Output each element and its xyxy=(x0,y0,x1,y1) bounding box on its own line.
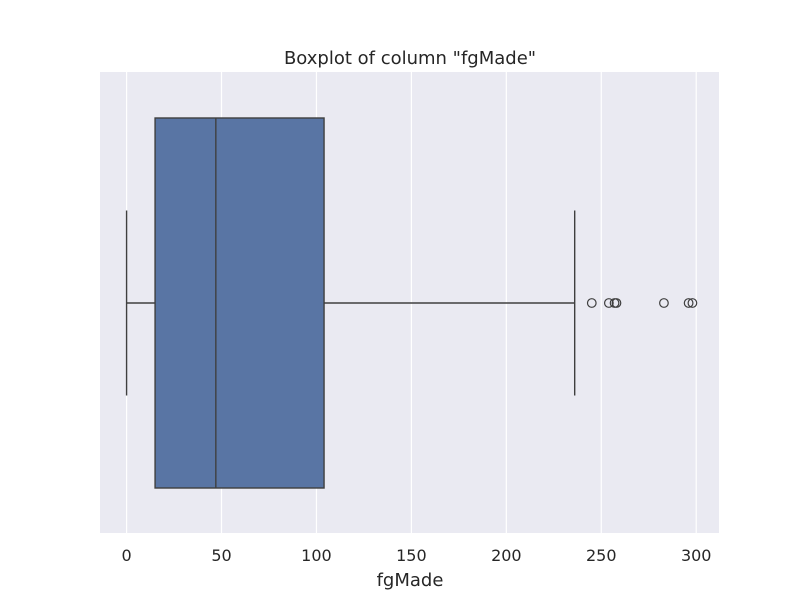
outlier-point xyxy=(603,298,614,308)
outlier-point xyxy=(687,298,698,308)
x-tick-label: 250 xyxy=(586,546,617,565)
outlier-points xyxy=(586,298,698,308)
outlier-point xyxy=(683,298,694,308)
x-tick-label: 200 xyxy=(491,546,522,565)
x-tick-label: 100 xyxy=(301,546,332,565)
outlier-point xyxy=(586,298,597,308)
iqr-box xyxy=(154,117,325,489)
x-axis-label: fgMade xyxy=(377,570,444,591)
outlier-point xyxy=(611,298,622,308)
outlier-point xyxy=(659,298,669,308)
x-axis-ticks: 0 50 100 150 200 250 300 xyxy=(121,546,711,565)
x-tick-label: 50 xyxy=(211,546,231,565)
x-tick-label: 150 xyxy=(396,546,427,565)
x-tick-label: 0 xyxy=(121,546,131,565)
box-group xyxy=(125,117,576,489)
chart-title: Boxplot of column "fgMade" xyxy=(284,48,536,69)
x-tick-label: 300 xyxy=(681,546,712,565)
